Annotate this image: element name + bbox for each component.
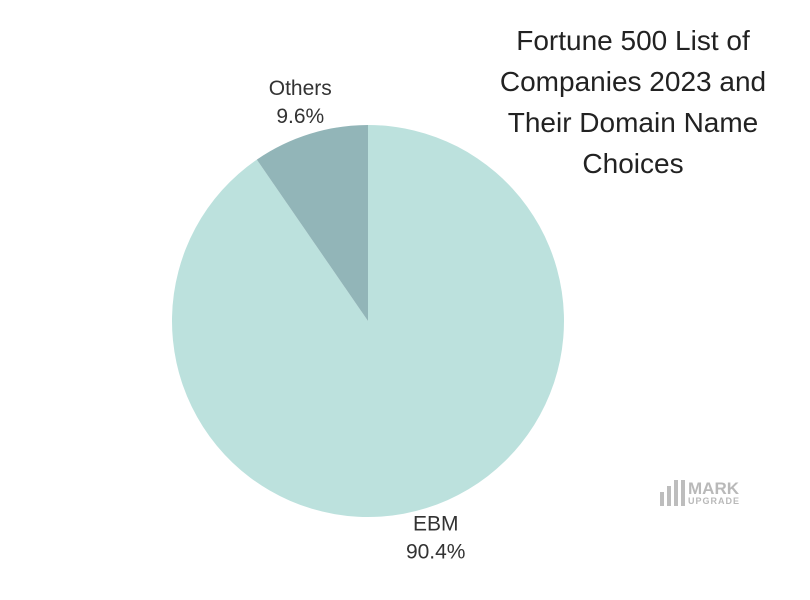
slice-label: Others	[269, 77, 332, 100]
pie-slice	[171, 125, 564, 518]
watermark-line2: UPGRADE	[688, 496, 740, 506]
watermark-line1: MARK	[688, 479, 740, 498]
slice-value-label: 90.4%	[406, 540, 466, 563]
pie-slice	[256, 125, 368, 321]
chart-title: Fortune 500 List of Companies 2023 and T…	[499, 25, 767, 179]
watermark-icon	[660, 480, 685, 506]
slice-value-label: 9.6%	[276, 105, 324, 128]
slice-label: EBM	[413, 512, 459, 535]
